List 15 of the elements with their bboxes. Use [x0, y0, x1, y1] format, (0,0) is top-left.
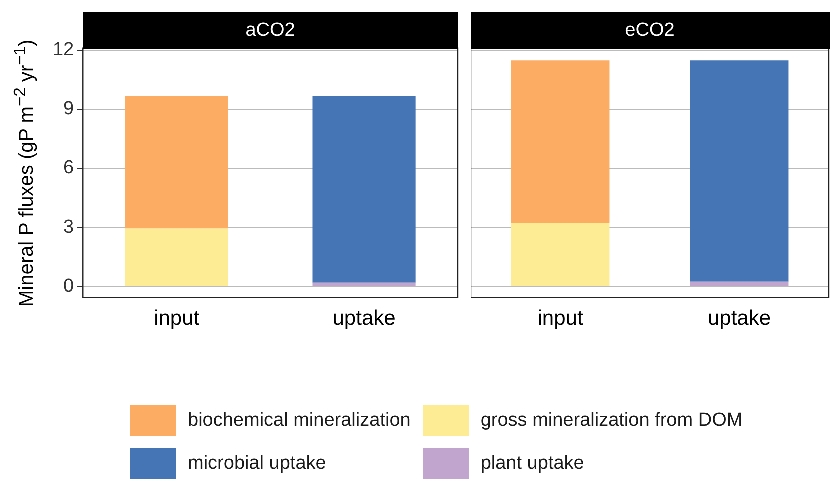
- x-tick-label: input: [538, 307, 584, 330]
- legend-label: biochemical mineralization: [188, 410, 411, 432]
- y-tick-label: 9: [64, 98, 74, 120]
- y-tick-label: 6: [64, 158, 74, 179]
- x-tick-label: uptake: [708, 307, 772, 330]
- legend-label: microbial uptake: [188, 452, 326, 474]
- chart-title: eCO2: [470, 12, 830, 50]
- y-tick-label: 3: [64, 216, 74, 238]
- y-tick-label: 0: [64, 276, 74, 297]
- x-tick-label: input: [154, 307, 200, 330]
- y-tick-label: 12: [52, 40, 74, 61]
- chart-title: aCO2: [82, 12, 458, 50]
- legend-label: gross mineralization from DOM: [480, 410, 743, 432]
- legend-label: plant uptake: [480, 452, 584, 474]
- x-tick-label: uptake: [332, 307, 396, 330]
